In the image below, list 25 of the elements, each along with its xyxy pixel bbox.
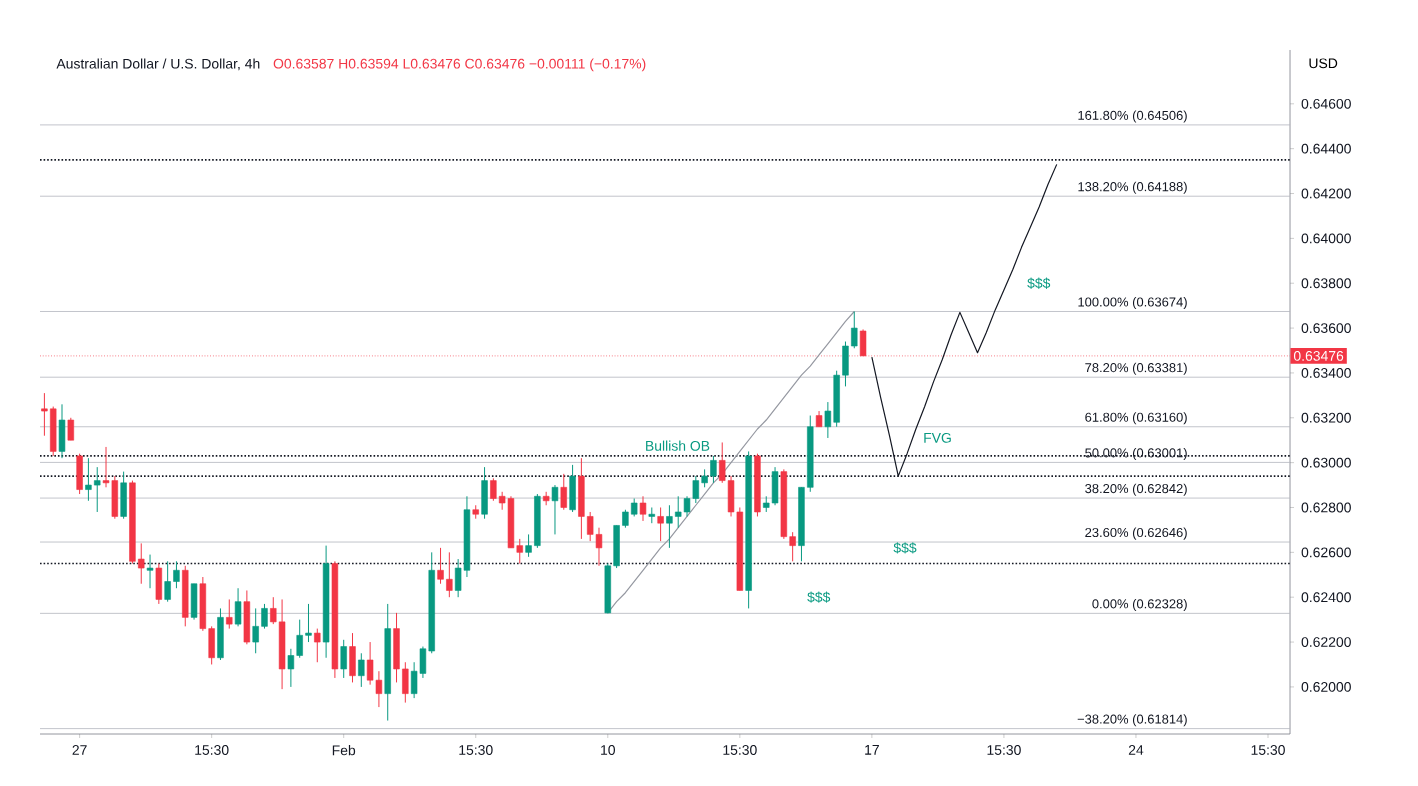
candlestick <box>146 554 154 589</box>
candlestick <box>243 589 251 645</box>
candlestick <box>657 506 664 542</box>
candlestick <box>234 587 242 627</box>
candlestick <box>551 484 559 535</box>
candlestick <box>155 563 163 605</box>
candlestick <box>190 583 198 621</box>
candlestick <box>639 495 647 522</box>
candlestick <box>358 652 365 688</box>
candlestick <box>76 453 83 495</box>
candlestick <box>560 473 567 511</box>
candlestick <box>278 598 286 690</box>
candlestick <box>481 466 488 520</box>
candlestick <box>120 471 127 520</box>
candlestick <box>67 417 75 441</box>
candlestick <box>226 598 233 630</box>
candlestick <box>182 565 189 627</box>
candlestick <box>217 607 224 661</box>
candlestick <box>771 466 779 506</box>
candlestick <box>366 641 374 686</box>
candlestick <box>569 464 576 513</box>
candlestick <box>314 628 321 663</box>
candlestick <box>340 639 347 679</box>
candlestick <box>349 632 356 683</box>
candlestick <box>58 403 66 459</box>
